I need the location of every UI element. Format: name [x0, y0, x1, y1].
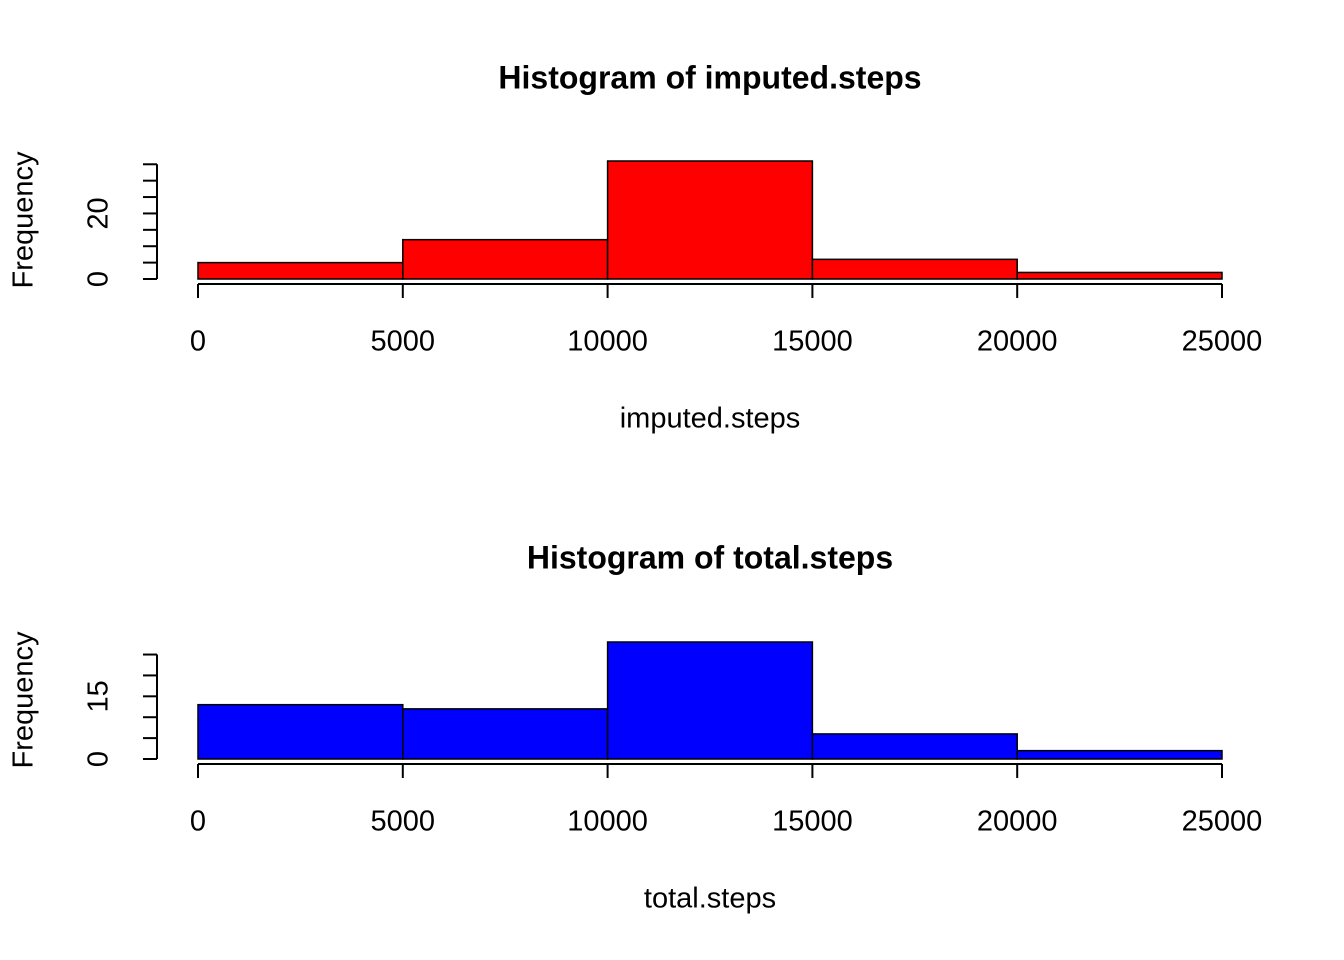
- bar: [197, 703, 404, 760]
- bar: [402, 708, 609, 760]
- bar: [811, 733, 1018, 760]
- x-tick-label: 15000: [772, 806, 853, 838]
- bar: [606, 641, 814, 760]
- bar: [1016, 749, 1223, 760]
- bar: [606, 160, 814, 280]
- x-tick-label: 0: [190, 806, 206, 838]
- y-tick-label: 20: [83, 197, 115, 229]
- bar: [811, 258, 1018, 280]
- x-tick-label: 10000: [567, 806, 648, 838]
- x-tick-label: 5000: [371, 806, 436, 838]
- x-axis-label: total.steps: [644, 883, 776, 915]
- y-tick-label: 0: [83, 751, 115, 767]
- bar: [402, 238, 609, 280]
- chart-title: Histogram of total.steps: [527, 539, 893, 575]
- y-axis-label: Frequency: [8, 151, 40, 289]
- y-tick-label: 0: [83, 271, 115, 287]
- x-tick-label: 15000: [772, 326, 853, 358]
- y-tick-label: 15: [83, 680, 115, 712]
- histogram-panel: Histogram of imputed.steps imputed.steps F…: [8, 59, 1263, 434]
- chart-title: Histogram of imputed.steps: [498, 59, 921, 95]
- x-tick-label: 0: [190, 326, 206, 358]
- x-tick-label: 5000: [371, 326, 436, 358]
- y-axis-label: Frequency: [8, 631, 40, 769]
- x-axis-label: imputed.steps: [620, 403, 801, 435]
- x-tick-label: 10000: [567, 326, 648, 358]
- bar: [1016, 271, 1223, 280]
- x-tick-label: 25000: [1182, 806, 1263, 838]
- x-tick-label: 20000: [977, 326, 1058, 358]
- x-tick-label: 25000: [1182, 326, 1263, 358]
- x-tick-label: 20000: [977, 806, 1058, 838]
- bar: [197, 261, 404, 280]
- histogram-panel: Histogram of total.steps total.steps Frequ…: [8, 539, 1263, 914]
